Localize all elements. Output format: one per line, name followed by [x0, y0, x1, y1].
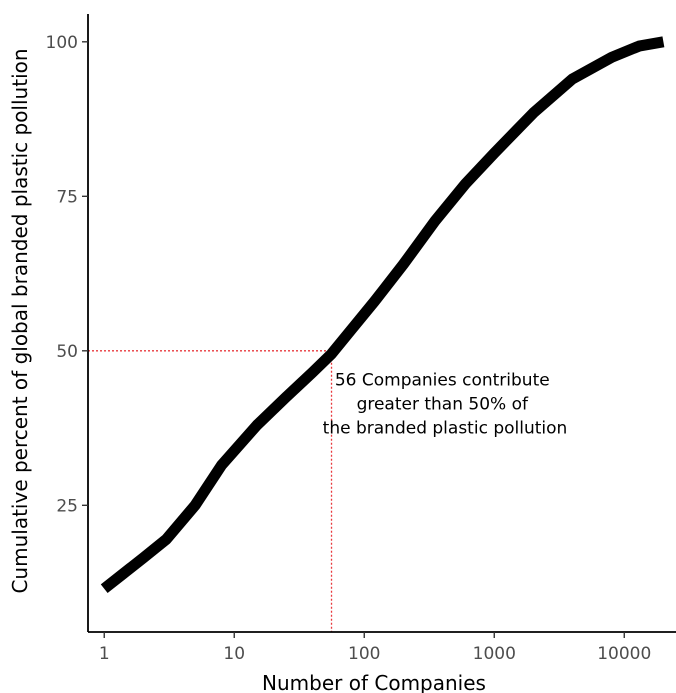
annotation-line: greater than 50% of — [357, 395, 529, 415]
x-tick-label: 1 — [99, 644, 110, 664]
x-tick-label: 100 — [348, 644, 380, 664]
series-line — [100, 36, 665, 594]
annotation-line: 56 Companies contribute — [335, 371, 550, 391]
x-tick-label: 10 — [223, 644, 245, 664]
annotation-text: 56 Companies contribute greater than 50%… — [323, 371, 568, 439]
y-tick-label: 75 — [56, 187, 78, 207]
y-tick-label: 25 — [56, 496, 78, 516]
series-layer — [100, 36, 665, 594]
x-axis-ticks: 1 10 100 1000 10000 — [99, 632, 651, 664]
annotation-line: the branded plastic pollution — [323, 419, 568, 439]
y-tick-label: 100 — [46, 33, 78, 53]
x-tick-label: 10000 — [597, 644, 651, 664]
x-axis-title: Number of Companies — [262, 671, 486, 693]
y-axis-title: Cumulative percent of global branded pla… — [8, 48, 32, 593]
y-tick-label: 50 — [56, 342, 78, 362]
axes: 1 10 100 1000 10000 25 50 75 100 — [46, 14, 676, 664]
y-axis-ticks: 25 50 75 100 — [46, 33, 88, 516]
reference-lines — [88, 350, 333, 632]
x-tick-label: 1000 — [473, 644, 516, 664]
